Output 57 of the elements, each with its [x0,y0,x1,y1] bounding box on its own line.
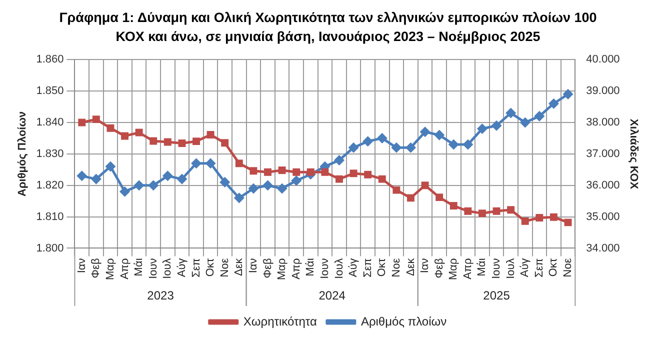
x-tick-label: Σεπ [190,258,202,278]
x-tick-label: Ιουλ [504,258,517,279]
y2-axis-title: Χιλιάδες ΚΟΧ [627,118,640,190]
x-tick-label: Σεπ [533,258,546,278]
x-tick-label: Ιουλ [162,258,174,279]
x-tick-label: Σεπ [362,258,374,278]
x-tick-label: Μαρ [276,258,288,280]
x-tick-label: Ιουν [318,258,331,279]
y2-tick-label: 39.000 [586,85,620,98]
chart-title: Γράφημα 1: Δύναμη και Ολική Χωρητικότητα των ελληνικών εμπορικών πλοίων 100 ΚΟΧ και άνω, σε μηνιαία βάση, Ιανουάριος 2023 – Νοέμβριος 2025 [58,9,598,46]
text: 2024 [318,288,346,302]
y-tick-label: 1.810 [36,210,64,223]
x-tick-label: Οκτ [548,258,560,277]
x-tick-label: Αύγ [519,258,532,278]
y-tick-label: 1.840 [36,116,64,129]
x-tick-label: Δεκ [233,258,246,276]
y2-tick-label: 36.000 [586,179,620,192]
y-tick-label: 1.860 [36,54,64,66]
x-tick-label: Μαρ [448,258,460,280]
text: 2023 [147,288,174,302]
x-tick-label: Μαρ [104,258,117,280]
x-tick-label: Απρ [118,258,131,280]
x-tick-label: Αύγ [176,258,188,278]
x-tick-label: Ιαν [247,258,260,274]
text: 2025 [483,288,510,302]
y-axis-title: Αριθμός Πλοίων [16,111,29,196]
y2-tick-label: 37.000 [586,148,620,160]
x-tick-label: Ιουν [147,258,160,279]
x-tick-label: Αύγ [348,258,360,278]
legend-label: Χωρητικότητα [243,314,317,328]
x-tick-label: Οκτ [376,258,388,277]
x-tick-label: Δεκ [404,258,417,276]
y2-tick-label: 38.000 [586,116,620,129]
y-tick-label: 1.820 [36,179,64,192]
x-tick-label: Νοε [390,258,402,278]
y2-tick-label: 40.000 [586,54,620,66]
y-tick-label: 1.830 [36,148,64,160]
x-tick-label: Ιουλ [333,258,346,279]
x-tick-label: Φεβ [433,258,446,278]
x-tick-label: Απρ [290,258,302,280]
y-tick-label: 1.800 [36,242,64,254]
y-tick-label: 1.850 [36,85,64,98]
x-tick-label: Μάι [304,258,317,276]
y2-tick-label: 34.000 [586,242,620,254]
x-tick-label: Φεβ [90,258,102,278]
y2-tick-label: 35.000 [586,210,620,223]
x-tick-label: Ιουν [490,258,503,279]
x-tick-label: Οκτ [204,258,217,277]
legend-label: Αριθμός πλοίων [360,314,447,328]
x-tick-label: Φεβ [262,258,274,278]
x-tick-label: Μάι [476,258,488,276]
x-tick-label: Νοε [218,258,231,278]
x-tick-label: Νοε [562,258,574,278]
x-tick-label: Μάι [133,258,146,276]
x-tick-label: Ιαν [419,258,432,274]
x-tick-label: Απρ [462,258,474,280]
x-tick-label: Ιαν [76,258,88,274]
